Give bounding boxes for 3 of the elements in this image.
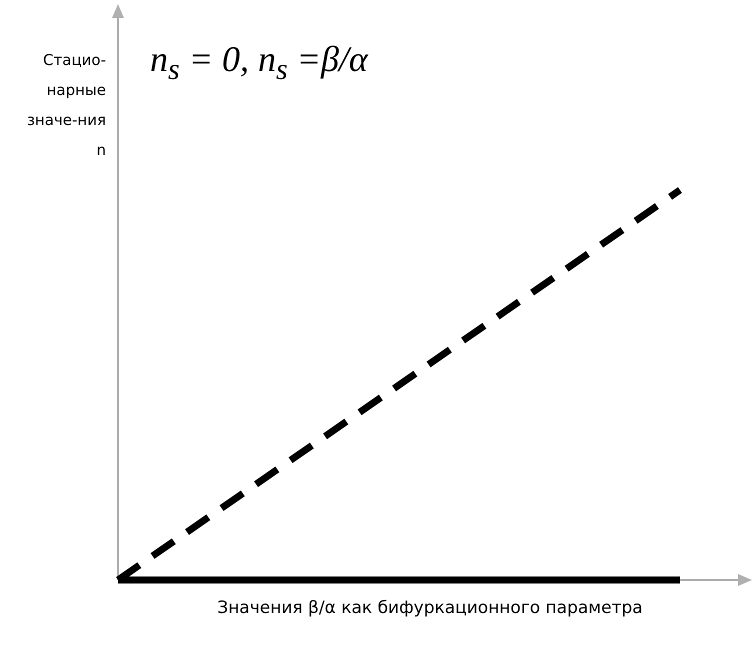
x-axis-title: Значения β/α как бифуркационного параметра <box>216 597 644 620</box>
chart-title: n$_{s}$ = 0, n$_{s}$ =β/α <box>150 38 368 88</box>
y-axis-title: Стацио-нарные значе-ния n <box>26 50 106 161</box>
